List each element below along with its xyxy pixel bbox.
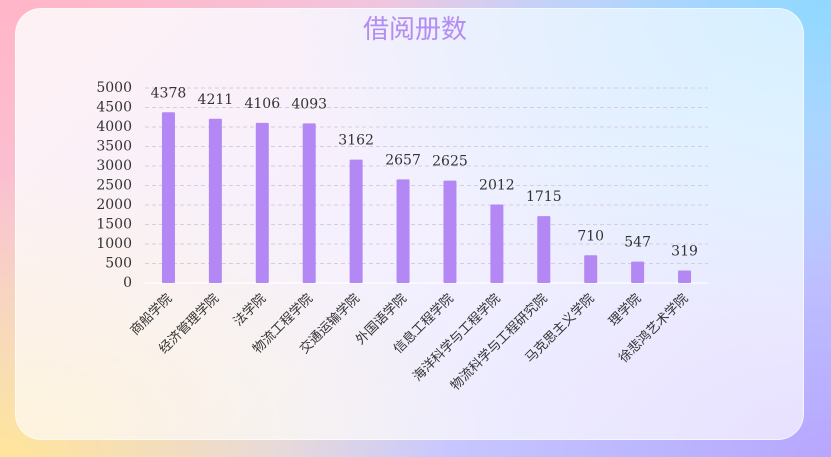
bars [161, 112, 692, 284]
y-tick-label: 2500 [96, 178, 132, 194]
bar [349, 159, 363, 283]
y-axis-ticks: 0 500 1000 1500 2000 2500 3000 3500 4000 4500 5000 [96, 80, 132, 291]
data-label: 3162 [338, 133, 374, 149]
y-tick-label: 500 [105, 256, 132, 272]
data-label: 4211 [198, 92, 234, 108]
bar [537, 216, 551, 283]
data-label: 4378 [151, 85, 187, 101]
bar [443, 180, 457, 283]
y-tick-label: 3000 [96, 158, 132, 174]
y-tick-label: 1000 [96, 236, 132, 252]
x-tick-label: 商船学院 [127, 291, 175, 339]
bar [302, 123, 316, 283]
bar [490, 204, 504, 283]
bar [161, 112, 175, 284]
chart-title: 借阅册数 [363, 15, 467, 45]
data-label: 1715 [526, 189, 562, 205]
data-label: 4093 [291, 96, 327, 112]
data-label: 2625 [432, 154, 468, 170]
bar [584, 255, 598, 283]
x-tick-label: 理学院 [606, 291, 645, 330]
bar [208, 118, 222, 284]
data-label: 4106 [244, 96, 280, 112]
bar [678, 270, 692, 283]
y-tick-label: 1500 [96, 217, 132, 233]
data-label: 319 [671, 244, 698, 260]
grid-lines [145, 87, 708, 284]
y-tick-label: 4500 [96, 100, 132, 116]
x-tick-label: 法学院 [230, 291, 269, 330]
x-tick-label: 海洋科学与工程学院 [410, 291, 504, 385]
y-tick-label: 2000 [96, 197, 132, 213]
data-label: 710 [577, 228, 604, 244]
data-label: 2657 [385, 152, 421, 168]
bar [396, 179, 410, 283]
bar [631, 261, 645, 283]
y-tick-label: 5000 [96, 80, 132, 96]
y-tick-label: 3500 [96, 139, 132, 155]
data-label: 2012 [479, 178, 515, 194]
data-labels: 4378 4211 4106 4093 3162 2657 2625 2012 1715 710 5… [151, 85, 698, 259]
y-tick-label: 0 [123, 275, 132, 291]
bar [255, 122, 269, 283]
data-label: 547 [624, 235, 651, 251]
y-tick-label: 4000 [96, 119, 132, 135]
